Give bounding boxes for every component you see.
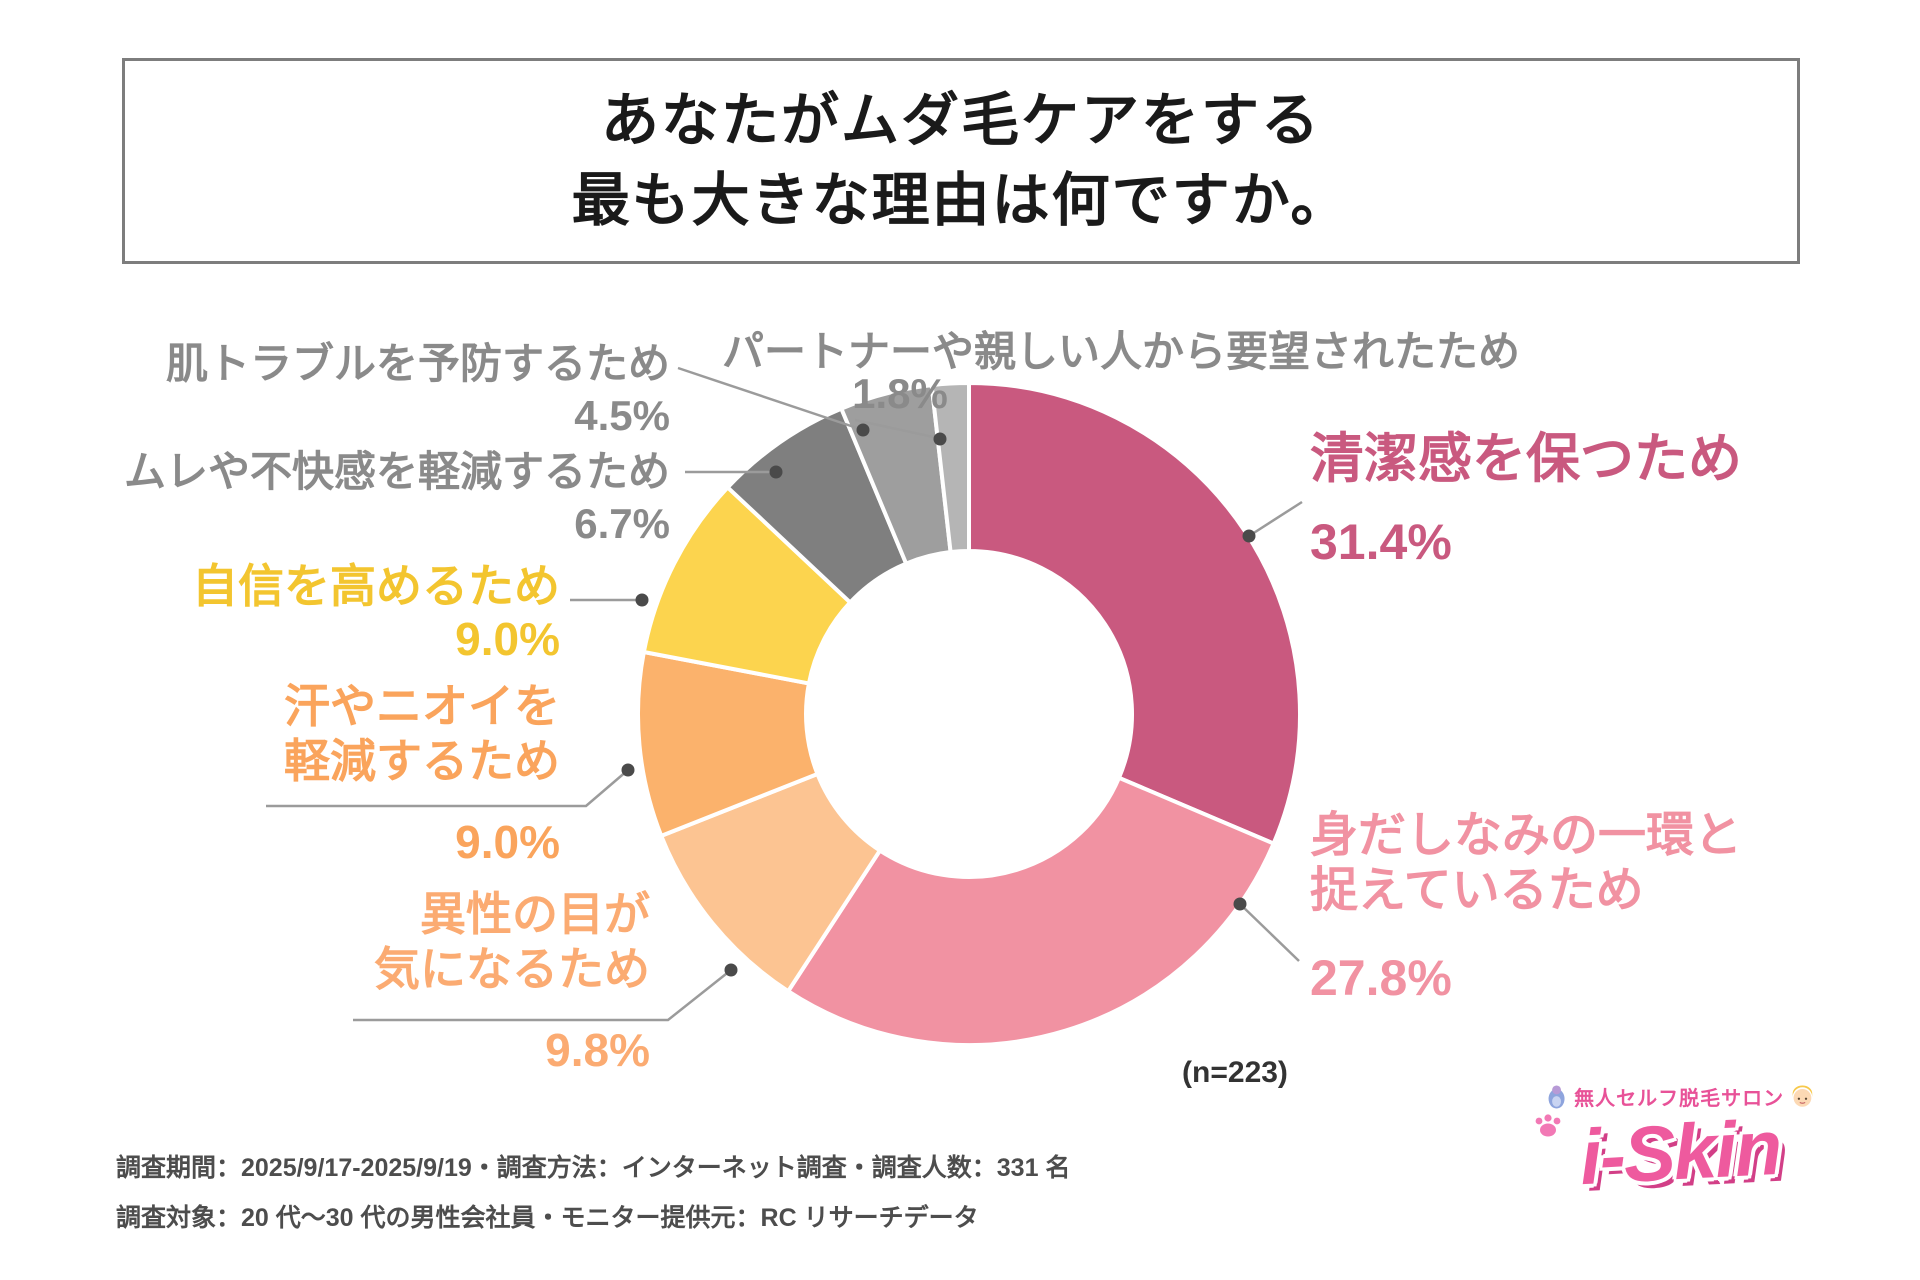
survey-target-text: 調査対象：20 代～30 代の男性会社員・モニター提供元：RC リサーチデータ [116,1204,979,1232]
callout-pct-partner-request: 1.8% [852,370,948,417]
mascot-girl-icon [1792,1084,1813,1107]
donut-segment-0 [967,381,1303,846]
logo: 無人セルフ脱毛サロン i-Skin [1535,1082,1815,1247]
callout-pct-cleanliness: 31.4% [1310,514,1452,570]
survey-period-text: 調査期間：2025/9/17-2025/9/19・調査方法：インターネット調査・… [116,1154,1071,1182]
callout-pct-discomfort: 6.7% [574,500,670,547]
callout-pct-opposite-sex: 9.8% [545,1024,650,1076]
leader-dots [621,423,1256,977]
donut-segments [636,380,1303,1047]
leader-dot-sweat-odor [621,763,635,777]
callout-pct-sweat-odor: 9.0% [455,816,560,868]
sample-size-label: (n=223) [1182,1056,1288,1089]
leader-lines [266,366,1303,1022]
logo-tagline-row: 無人セルフ脱毛サロン [1545,1082,1815,1111]
mascot-icon [1548,1084,1565,1109]
leader-line-sweat-odor [266,769,629,808]
callout-pct-skin-trouble: 4.5% [574,392,670,439]
callout-label-skin-trouble: 肌トラブルを予防するため [165,340,670,387]
leader-line-opposite-sex [353,969,732,1022]
callout-pct-confidence: 9.0% [455,613,560,665]
chart-title-line-2: 最も大きな理由は何ですか。 [571,168,1351,233]
callout-pct-grooming: 27.8% [1310,950,1452,1006]
logo-tagline: 無人セルフ脱毛サロン [1574,1088,1785,1110]
callout-label-cleanliness: 清潔感を保つため [1310,429,1742,489]
leader-line-cleanliness [1248,500,1303,538]
callout-label-discomfort: ムレや不快感を軽減するため [123,448,670,495]
logo-wordmark: i-Skin [1577,1102,1783,1202]
leader-dot-partner-request [933,432,947,446]
leader-dot-grooming [1233,897,1247,911]
leader-dot-discomfort [769,465,783,479]
donut-segment-1 [786,775,1276,1047]
callout-label-grooming-line2: 捉えているため [1310,864,1644,917]
callout-label-grooming-line1: 身だしなみの一環と [1310,809,1743,862]
leader-dot-opposite-sex [724,963,738,977]
leader-dot-skin-trouble [856,423,870,437]
callout-label-opposite-sex-line1: 異性の目が [420,888,650,940]
callout-label-opposite-sex-line2: 気になるため [374,943,650,995]
callout-label-sweat-odor-line2: 軽減するため [284,735,560,787]
callout-label-confidence: 自信を高めるため [192,560,560,612]
leader-dot-cleanliness [1242,529,1256,543]
callout-label-sweat-odor-line1: 汗やニオイを [284,680,560,732]
callout-label-partner-request: パートナーや親しい人から要望されたため [722,328,1521,375]
leader-line-skin-trouble [677,366,864,432]
leader-line-grooming [1239,903,1300,962]
leader-line-partner-request [854,418,939,440]
leader-dot-confidence [635,593,649,607]
donut-segment-7 [929,380,971,555]
chart-title-line-1: あなたがムダ毛ケアをする [600,88,1321,153]
title-box: あなたがムダ毛ケアをする 最も大きな理由は何ですか。 [122,58,1800,264]
paw-print-icon [1535,1114,1561,1137]
